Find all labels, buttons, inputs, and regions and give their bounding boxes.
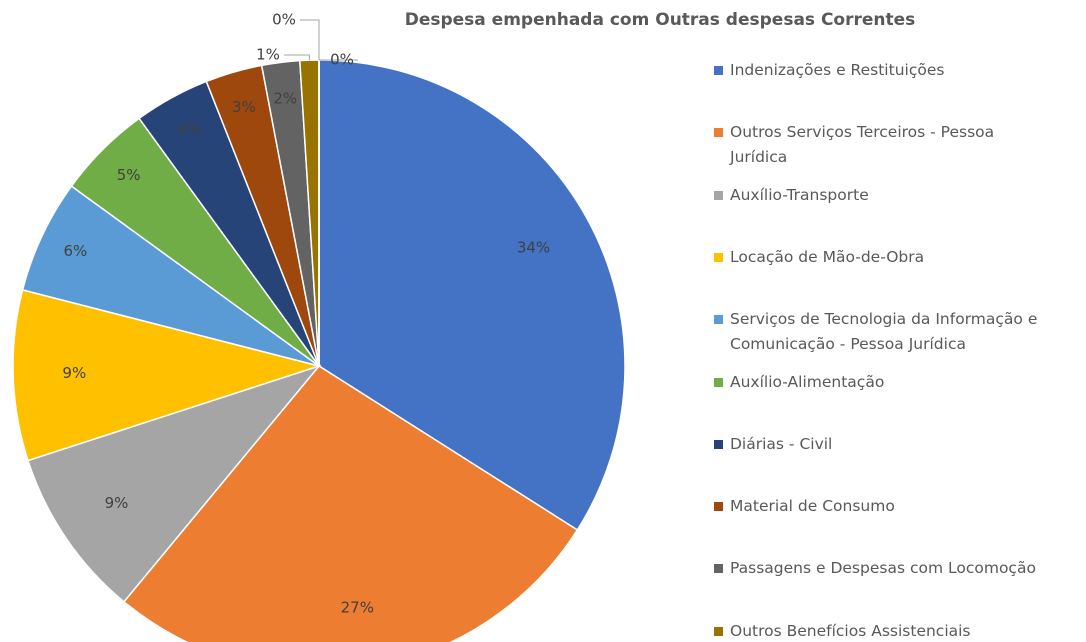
legend-swatch [714,66,723,75]
data-label: 9% [62,364,86,382]
pie-slice [12,288,322,462]
pie-slice [318,59,626,531]
legend-label: Outros Serviços Terceiros - Pessoa Juríd… [730,123,995,167]
legend-entry: Auxílio-Transporte [714,183,1086,208]
legend-label: Locação de Mão-de-Obra [730,247,925,266]
legend-entry: Indenizações e Restituições [714,58,1086,83]
data-label: 1% [256,46,280,64]
legend-entry: Passagens e Despesas com Locomoção [714,556,1086,581]
data-label: 6% [63,242,87,260]
legend-swatch [714,502,723,512]
legend-swatch [714,315,723,325]
data-label: 2% [273,89,297,107]
legend-entry: Auxílio-Alimentação [714,370,1086,395]
legend-label: Auxílio-Alimentação [730,372,885,391]
legend-entry: Outros Benefícios Assistenciais [714,619,1086,642]
legend-label: Indenizações e Restituições [730,61,945,79]
legend-swatch [714,252,723,262]
leader-line [300,19,320,60]
data-label: 3% [232,98,256,116]
legend-swatch [714,564,723,574]
data-label: 34% [517,239,550,257]
data-label: 5% [117,166,141,184]
data-label: 0% [272,11,296,29]
legend-swatch [714,377,723,387]
legend-label: Material de Consumo [730,497,895,516]
data-label: 4% [177,121,201,139]
legend-swatch [714,439,723,449]
legend-entry: Serviços de Tecnologia da Informação e C… [714,307,1086,357]
legend-swatch [714,190,723,200]
chart-title: Despesa empenhada com Outras despesas Co… [405,10,916,30]
pie-slice [122,365,579,642]
legend-label: Outros Benefícios Assistenciais [730,621,971,640]
legend-entry: Locação de Mão-de-Obra [714,245,1086,270]
legend-label: Serviços de Tecnologia da Informação e C… [730,310,1038,354]
leader-line [284,54,310,61]
pie-slice [27,364,322,603]
legend-entry: Material de Consumo [714,494,1086,519]
legend-entry: Diárias - Civil [714,432,1086,457]
legend-entry: Outros Serviços Terceiros - Pessoa Juríd… [714,120,1030,170]
legend-label: Auxílio-Transporte [730,185,869,204]
data-label: 0% [330,51,354,69]
data-label: 9% [105,494,129,512]
legend-label: Diárias - Civil [730,434,833,453]
legend-swatch [714,626,723,636]
data-label: 27% [341,598,374,616]
legend-label: Passagens e Despesas com Locomoção [730,559,1036,578]
legend-swatch [714,128,723,138]
